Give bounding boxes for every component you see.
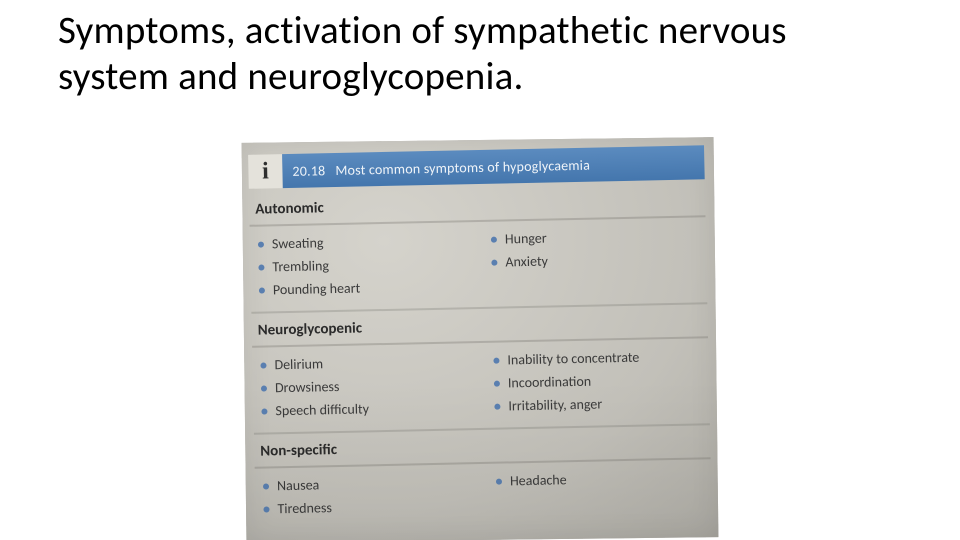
box-heading: Most common symptoms of hypoglycaemia	[335, 156, 590, 178]
section-neuroglycopenic: Neuroglycopenic Delirium Drowsiness Spee…	[251, 306, 709, 435]
symptom-item: Anxiety	[487, 246, 702, 273]
symptom-item: Speech difficulty	[257, 395, 472, 422]
symptom-item: Irritability, anger	[490, 390, 705, 417]
symptom-col-right: Hunger Anxiety	[487, 223, 703, 296]
symptom-item: Tiredness	[259, 493, 474, 520]
symptom-col-left: Nausea Tiredness	[259, 470, 475, 520]
info-icon-letter: i	[262, 158, 269, 185]
box-title-bar: 20.18 Most common symptoms of hypoglycae…	[282, 145, 705, 188]
section-autonomic: Autonomic Sweating Trembling Pounding he…	[249, 185, 707, 314]
box-header: i 20.18 Most common symptoms of hypoglyc…	[248, 145, 705, 189]
symptom-item: Headache	[492, 465, 707, 492]
box-number: 20.18	[292, 162, 325, 180]
info-icon: i	[248, 154, 283, 189]
slide-title: Symptoms, activation of sympathetic nerv…	[58, 8, 902, 100]
symptom-col-right: Headache	[492, 465, 708, 515]
textbook-photo: i 20.18 Most common symptoms of hypoglyc…	[242, 137, 719, 540]
slide: Symptoms, activation of sympathetic nerv…	[0, 0, 960, 540]
info-box: i 20.18 Most common symptoms of hypoglyc…	[248, 145, 712, 530]
symptom-col-left: Sweating Trembling Pounding heart	[254, 228, 470, 301]
symptom-item: Pounding heart	[255, 274, 470, 301]
symptom-col-left: Delirium Drowsiness Speech difficulty	[256, 349, 472, 422]
section-nonspecific: Non-specific Nausea Tiredness Headache	[254, 427, 712, 531]
symptom-col-right: Inability to concentrate Incoordination …	[489, 344, 705, 417]
